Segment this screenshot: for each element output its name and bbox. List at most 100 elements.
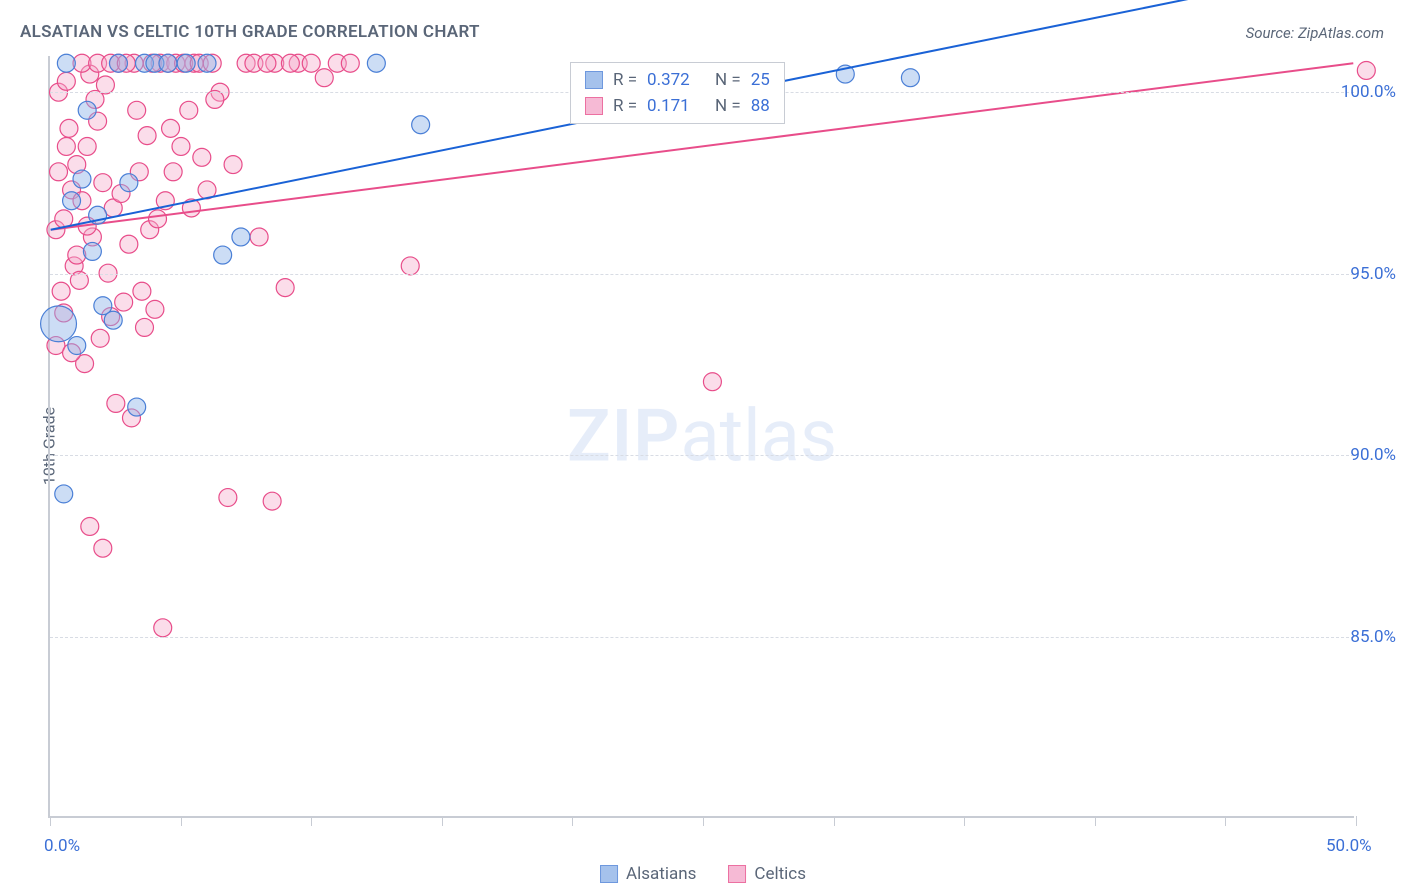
data-point [263,492,281,510]
data-point [91,329,109,347]
data-point [81,517,99,535]
x-tick [834,816,835,826]
y-tick-label: 100.0% [1341,82,1396,102]
data-point [159,54,177,72]
data-point [68,246,86,264]
data-point [78,101,96,119]
data-point [128,398,146,416]
swatch-alsatians-icon [600,865,618,883]
data-point [52,282,70,300]
chart-container: ALSATIAN VS CELTIC 10TH GRADE CORRELATIO… [0,0,1406,892]
data-point [703,373,721,391]
data-point [50,163,68,181]
legend-row-celtics: R = 0.171 N = 88 [571,93,784,119]
data-point [302,54,320,72]
data-point [258,54,276,72]
data-point [162,119,180,137]
data-point [78,137,96,155]
x-tick [1356,816,1357,826]
data-point [341,54,359,72]
legend-item-alsatians: Alsatians [600,864,696,884]
x-tick [442,816,443,826]
data-point [60,119,78,137]
data-point [164,163,182,181]
n-value-celtics: 88 [751,96,770,116]
data-point [177,54,195,72]
plot-svg [50,56,1354,816]
legend-item-celtics: Celtics [728,864,806,884]
data-point [57,137,75,155]
data-point [63,192,81,210]
data-point [219,489,237,507]
gridline [50,274,1354,275]
swatch-celtics [585,97,603,115]
data-point [198,54,216,72]
data-point [401,257,419,275]
data-point [83,242,101,260]
r-value-celtics: 0.171 [647,96,695,116]
data-point [146,300,164,318]
gridline [50,637,1354,638]
x-tick [1095,816,1096,826]
series-legend: Alsatians Celtics [600,864,806,884]
y-tick-label: 90.0% [1350,445,1396,465]
x-tick [1225,816,1226,826]
data-point [107,394,125,412]
y-tick-label: 85.0% [1350,627,1396,647]
correlation-legend: R = 0.372 N = 25 R = 0.171 N = 88 [570,62,785,124]
data-point [214,246,232,264]
x-tick [50,816,51,826]
x-tick [572,816,573,826]
data-point [412,116,430,134]
legend-row-alsatians: R = 0.372 N = 25 [571,67,784,93]
data-point [104,311,122,329]
data-point [109,54,127,72]
x-tick [181,816,182,826]
swatch-alsatians [585,71,603,89]
data-point [55,485,73,503]
data-point [136,318,154,336]
x-tick-label: 50.0% [1326,836,1372,856]
plot-area: ZIPatlas [48,56,1354,818]
data-point [154,619,172,637]
data-point [57,72,75,90]
data-point [367,54,385,72]
data-point [138,127,156,145]
x-tick-label: 0.0% [44,836,80,856]
data-point [149,210,167,228]
data-point [57,54,75,72]
data-point [115,293,133,311]
data-point [232,228,250,246]
source-label: Source: ZipAtlas.com [1246,24,1384,42]
x-tick [311,816,312,826]
data-point [73,170,91,188]
y-tick-label: 95.0% [1350,264,1396,284]
data-point [224,156,242,174]
swatch-celtics-icon [728,865,746,883]
data-point [68,337,86,355]
data-point [128,101,146,119]
data-point [180,101,198,119]
data-point [172,137,190,155]
data-point [193,148,211,166]
legend-label-alsatians: Alsatians [626,864,696,884]
legend-label-celtics: Celtics [754,864,806,884]
data-point [94,174,112,192]
data-point [96,76,114,94]
data-point [120,174,138,192]
data-point [94,539,112,557]
x-tick [964,816,965,826]
gridline [50,455,1354,456]
data-point [133,282,151,300]
chart-title: ALSATIAN VS CELTIC 10TH GRADE CORRELATIO… [20,22,480,42]
r-value-alsatians: 0.372 [647,70,695,90]
data-point [120,235,138,253]
n-value-alsatians: 25 [751,70,770,90]
x-tick [703,816,704,826]
data-point [41,306,77,342]
data-point [250,228,268,246]
data-point [1357,61,1375,79]
data-point [276,279,294,297]
data-point [281,54,299,72]
data-point [901,69,919,87]
